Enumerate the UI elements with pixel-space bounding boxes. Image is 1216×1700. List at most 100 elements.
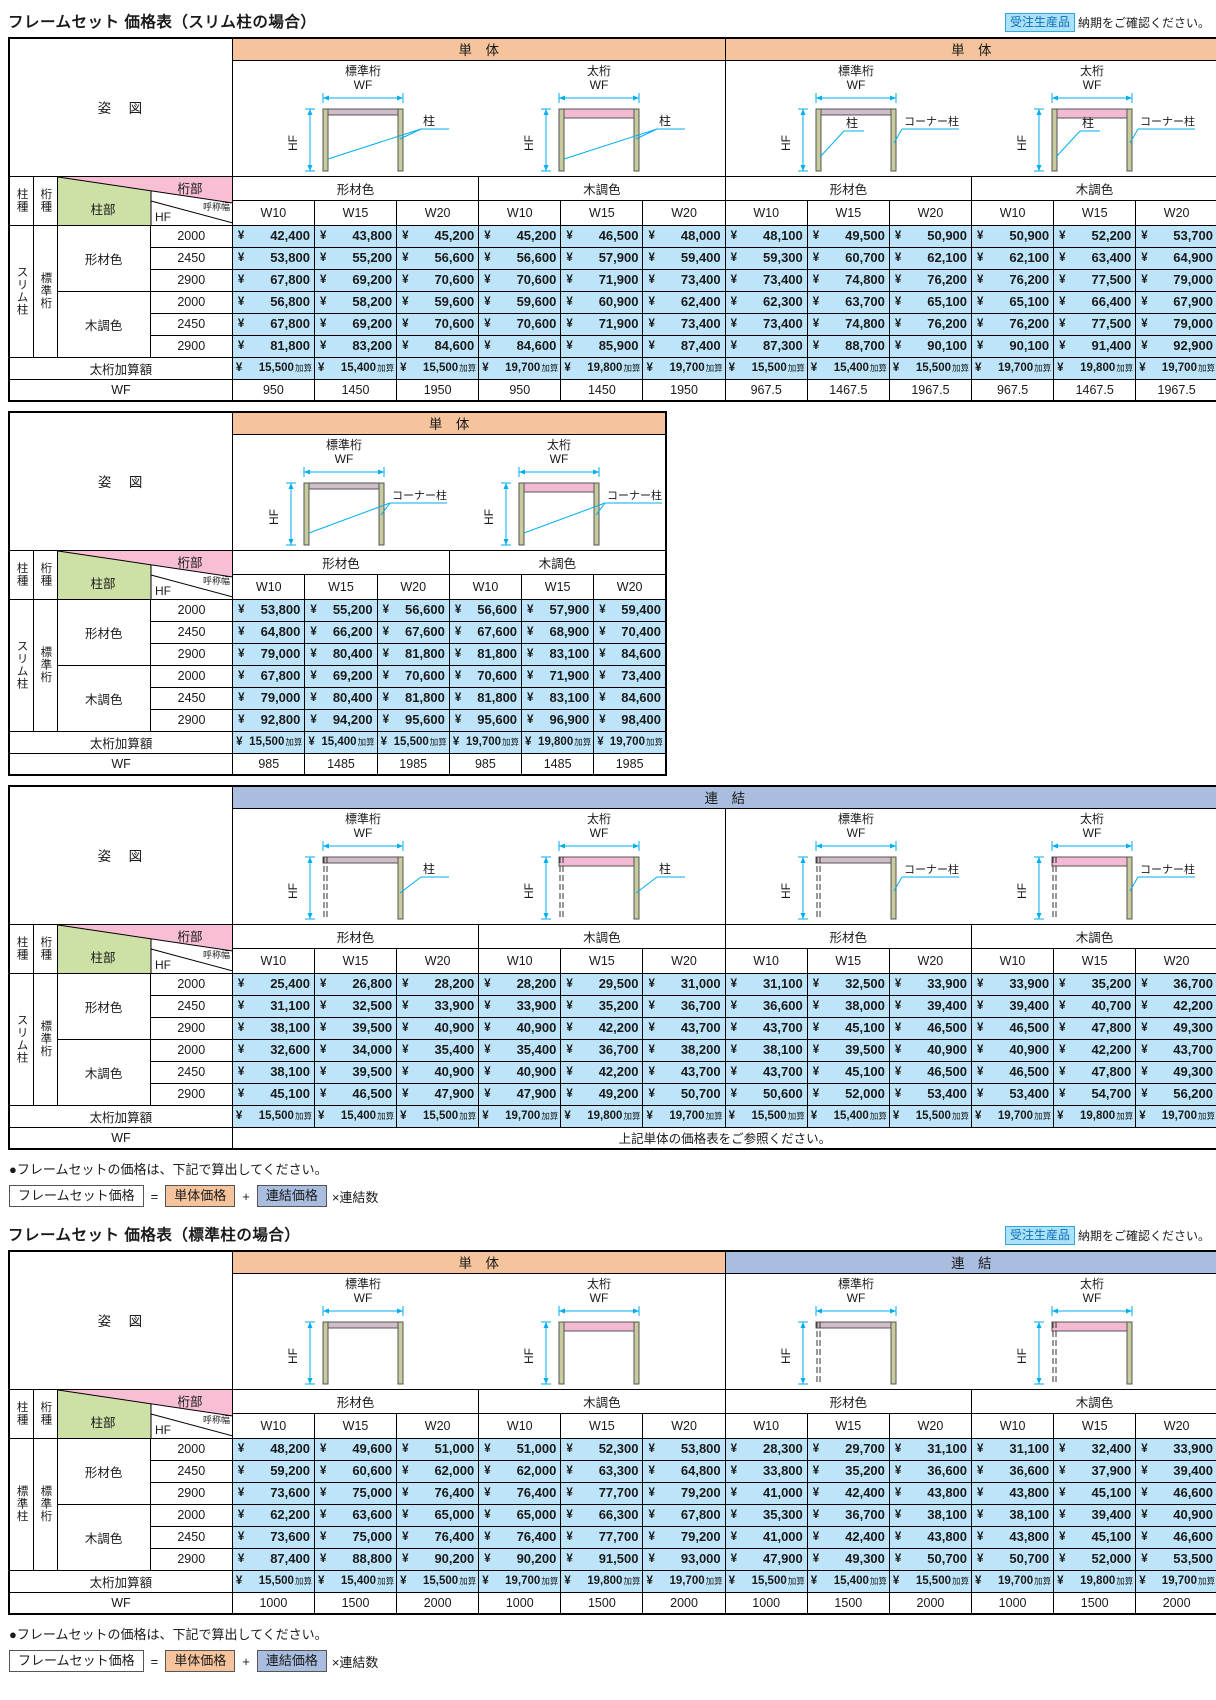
group-header-row: 柱種 桁種 桁部 柱部 HF 呼称幅 形材色 木調色 形材色 木調色 — [8, 1388, 1216, 1439]
price-cell: ¥56,800 — [231, 290, 315, 314]
hf-value: 2000 — [149, 1437, 233, 1461]
wf-label: WF — [8, 1126, 233, 1150]
surcharge-cell: ¥19,800 加算 — [560, 356, 644, 380]
price-cell: ¥53,800 — [231, 246, 315, 270]
price-cell: ¥39,500 — [313, 1016, 398, 1040]
surcharge-cell: ¥19,700 加算 — [478, 356, 562, 380]
pillar-color-label: 形材色 — [56, 1437, 151, 1505]
price-cell: ¥84,600 — [396, 334, 480, 358]
price-cell: ¥53,700 — [1135, 224, 1216, 248]
hf-value: 2000 — [149, 664, 234, 688]
pose-figure-cell: 姿 図 — [8, 1250, 233, 1390]
price-cell: ¥38,200 — [642, 1038, 726, 1062]
wf-label: WF — [8, 1591, 233, 1615]
price-cell: ¥62,100 — [971, 246, 1055, 270]
price-cell: ¥41,000 — [724, 1525, 808, 1549]
width-column-header: W20 — [593, 574, 667, 600]
price-cell: ¥70,600 — [478, 268, 562, 292]
price-cell: ¥80,400 — [304, 686, 378, 710]
wf-value: 1467.5 — [806, 378, 890, 402]
wf-value: 1450 — [313, 378, 398, 402]
price-cell: ¥46,500 — [888, 1016, 972, 1040]
svg-text:コーナー柱: コーナー柱 — [392, 488, 447, 502]
svg-text:HF: HF — [1015, 883, 1029, 899]
price-row: 2450 ¥31,100 ¥32,500 ¥33,900 ¥33,900 ¥35,200 ¥… — [9, 994, 1216, 1018]
surcharge-cell: ¥19,700 加算 — [1135, 1569, 1216, 1593]
wf-value: 1985 — [376, 752, 450, 776]
surcharge-cell: ¥19,700 加算 — [448, 730, 523, 754]
price-cell: ¥33,900 — [396, 994, 480, 1018]
price-row: 標準柱 標準桁 形材色 2000 ¥48,200 ¥49,600 ¥51,000 ¥51,00… — [8, 1437, 1216, 1571]
price-cell: ¥42,200 — [560, 1060, 644, 1084]
price-cell: ¥33,800 — [724, 1459, 808, 1483]
width-column-header: W20 — [396, 1413, 480, 1439]
price-cell: ¥40,900 — [396, 1016, 480, 1040]
price-cell: ¥28,200 — [478, 972, 562, 996]
pillar-color-label: 形材色 — [56, 224, 151, 292]
svg-text:柱部: 柱部 — [90, 202, 115, 217]
price-cell: ¥67,800 — [231, 312, 315, 336]
price-cell: ¥38,100 — [971, 1503, 1055, 1527]
svg-text:呼称幅: 呼称幅 — [203, 575, 230, 586]
pillar-color-label: 木調色 — [56, 1503, 151, 1571]
surcharge-cell: ¥15,500 加算 — [724, 356, 808, 380]
price-cell: ¥59,600 — [478, 290, 562, 314]
width-column-header: W20 — [376, 574, 450, 600]
price-cell: ¥53,400 — [888, 1082, 972, 1106]
formula-result-box: フレームセット価格 — [9, 1185, 144, 1207]
price-cell: ¥81,800 — [376, 686, 450, 710]
color-group-header: 木調色 — [478, 1388, 726, 1414]
surcharge-cell: ¥19,700 加算 — [642, 1104, 726, 1128]
color-group-header: 形材色 — [724, 175, 973, 201]
price-cell: ¥45,200 — [396, 224, 480, 248]
hf-value: 2450 — [149, 994, 233, 1018]
surcharge-cell: ¥15,400 加算 — [304, 730, 378, 754]
width-column-header: W15 — [313, 200, 398, 226]
made-to-order-badge: 受注生産品 — [1004, 1226, 1075, 1245]
price-cell: ¥66,300 — [560, 1503, 644, 1527]
price-cell: ¥32,500 — [313, 994, 398, 1018]
standard-pillar-price-table: 姿 図単 体連 結標準桁 WF HF 太桁 WF HF 標準桁 WF HF 太桁 WF HF 柱種 桁種桁… — [8, 1250, 1216, 1615]
svg-text:呼称幅: 呼称幅 — [203, 201, 230, 212]
svg-text:WF: WF — [1082, 1291, 1101, 1305]
price-cell: ¥93,000 — [642, 1547, 726, 1571]
price-cell: ¥39,400 — [970, 994, 1055, 1018]
diagram-cell: 標準桁 WF HF コーナー柱 太桁 WF HF コーナー柱 — [724, 807, 1216, 925]
wf-value: 1950 — [642, 378, 726, 402]
width-column-header: W15 — [806, 1413, 890, 1439]
price-cell: ¥79,000 — [232, 686, 306, 710]
girder-kind-cell: 標準桁 — [32, 1437, 58, 1571]
price-cell: ¥66,200 — [304, 620, 378, 644]
wf-value: 985 — [448, 752, 523, 776]
svg-text:標準桁: 標準桁 — [326, 437, 362, 452]
diagram-cell: 標準桁 WF HF 太桁 WF HF — [724, 1272, 1216, 1390]
price-cell: ¥56,600 — [376, 598, 450, 622]
section1-header: フレームセット 価格表（スリム柱の場合） 受注生産品 納期をご確認ください。 — [8, 8, 1212, 32]
price-cell: ¥29,500 — [560, 972, 644, 996]
girder-pillar-header: 桁部 柱部 HF 呼称幅 — [56, 1388, 233, 1439]
surcharge-row: 太桁加算額 ¥15,500 加算 ¥15,400 加算 ¥15,500 加算 ¥19,700 加… — [8, 1104, 1216, 1128]
surcharge-cell: ¥19,800 加算 — [1053, 356, 1137, 380]
surcharge-cell: ¥15,400 加算 — [806, 356, 890, 380]
price-cell: ¥32,500 — [806, 972, 890, 996]
price-cell: ¥46,600 — [1135, 1481, 1216, 1505]
width-column-header: W20 — [642, 1413, 726, 1439]
width-column-header: W10 — [970, 948, 1055, 974]
price-cell: ¥76,200 — [971, 312, 1055, 336]
price-cell: ¥52,000 — [1053, 1547, 1137, 1571]
price-cell: ¥50,900 — [971, 224, 1055, 248]
svg-text:柱: 柱 — [423, 861, 435, 876]
price-cell: ¥25,400 — [231, 972, 315, 996]
price-cell: ¥60,700 — [806, 246, 890, 270]
width-column-header: W15 — [521, 574, 595, 600]
color-group-header: 形材色 — [232, 549, 450, 575]
price-cell: ¥57,900 — [560, 246, 644, 270]
wf-row: WF 950 1450 1950 950 1450 1950 967.5 1467.5 1967.… — [8, 378, 1216, 402]
hf-value: 2900 — [149, 708, 234, 732]
order-production-note: 受注生産品 納期をご確認ください。 — [1004, 13, 1212, 32]
